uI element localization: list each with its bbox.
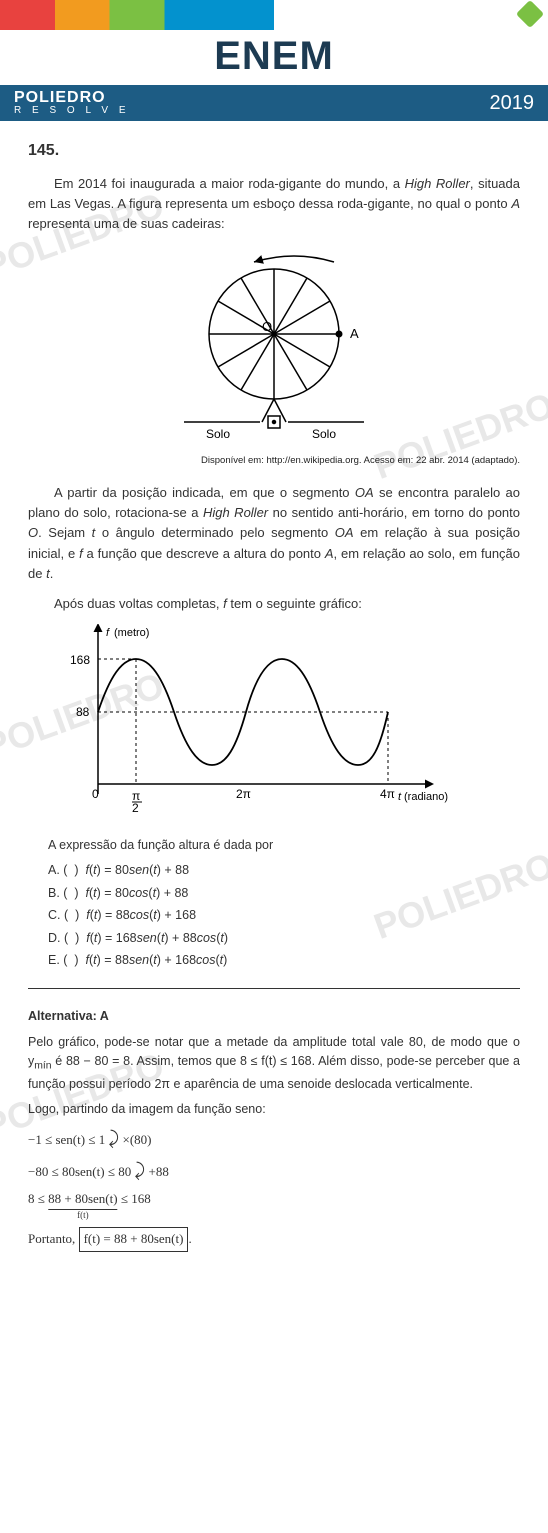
separator <box>28 988 520 989</box>
choice-a: A. ( ) f(t) = 80sen(t) + 88 <box>48 861 520 880</box>
paragraph-intro: Em 2014 foi inaugurada a maior roda-giga… <box>28 174 520 234</box>
choice-d: D. ( ) f(t) = 168sen(t) + 88cos(t) <box>48 929 520 948</box>
year-label: 2019 <box>490 92 535 115</box>
answer-key: Alternativa: A <box>28 1007 520 1026</box>
choice-e: E. ( ) f(t) = 88sen(t) + 168cos(t) <box>48 951 520 970</box>
header-band: POLIEDRO R E S O L V E 2019 <box>0 85 548 121</box>
wheel-label-a: A <box>350 326 359 341</box>
choice-b: B. ( ) f(t) = 80cos(t) + 88 <box>48 884 520 903</box>
answer-choices: A. ( ) f(t) = 80sen(t) + 88 B. ( ) f(t) … <box>48 861 520 970</box>
solution-step-2: −80 ≤ 80sen(t) ≤ 80 ⤸ +88 <box>28 1157 520 1185</box>
svg-text:f: f <box>106 627 110 639</box>
top-decoration <box>0 0 548 30</box>
svg-text:(metro): (metro) <box>114 627 149 639</box>
svg-text:t: t <box>398 791 402 803</box>
wheel-label-solo-right: Solo <box>312 427 336 441</box>
brand-tagline: R E S O L V E <box>14 106 130 116</box>
wheel-label-o: O <box>262 319 272 334</box>
svg-text:2: 2 <box>132 801 139 814</box>
svg-text:88: 88 <box>76 705 90 719</box>
graph-figure: f (metro) t (radiano) 168 88 0 π 2 2π 4π <box>48 624 520 820</box>
logo-enem: ENEM <box>214 34 334 78</box>
wheel-svg: O A Solo Solo <box>144 244 404 444</box>
svg-text:0: 0 <box>92 787 99 801</box>
solution-p2: Logo, partindo da imagem da função seno: <box>28 1100 520 1119</box>
choice-c: C. ( ) f(t) = 88cos(t) + 168 <box>48 906 520 925</box>
brand-block: POLIEDRO R E S O L V E <box>14 90 130 116</box>
svg-text:4π: 4π <box>380 787 395 801</box>
solution-step-3: 8 ≤ 88 + 80sen(t) ≤ 168 <box>28 1189 520 1209</box>
page-content: 145. Em 2014 foi inaugurada a maior roda… <box>0 121 548 1280</box>
graph-svg: f (metro) t (radiano) 168 88 0 π 2 2π 4π <box>48 624 448 814</box>
solution-p1: Pelo gráfico, pode-se notar que a metade… <box>28 1033 520 1094</box>
brand-name: POLIEDRO <box>14 90 130 106</box>
source-line: Disponível em: http://en.wikipedia.org. … <box>28 454 520 469</box>
svg-text:168: 168 <box>70 653 90 667</box>
solution-step-1: −1 ≤ sen(t) ≤ 1 ⤸ ×(80) <box>28 1125 520 1153</box>
wheel-label-solo-left: Solo <box>206 427 230 441</box>
solution-block: Pelo gráfico, pode-se notar que a metade… <box>28 1033 520 1252</box>
stem-line: A expressão da função altura é dada por <box>48 836 520 855</box>
question-number: 145. <box>28 139 520 164</box>
svg-text:2π: 2π <box>236 787 251 801</box>
solution-final: Portanto, f(t) = 88 + 80sen(t). <box>28 1227 520 1251</box>
paragraph-3: Após duas voltas completas, f tem o segu… <box>28 594 520 614</box>
svg-text:(radiano): (radiano) <box>404 791 448 803</box>
paragraph-2: A partir da posição indicada, em que o s… <box>28 483 520 584</box>
wheel-figure: O A Solo Solo <box>28 244 520 450</box>
header-title: ENEM <box>0 30 548 85</box>
